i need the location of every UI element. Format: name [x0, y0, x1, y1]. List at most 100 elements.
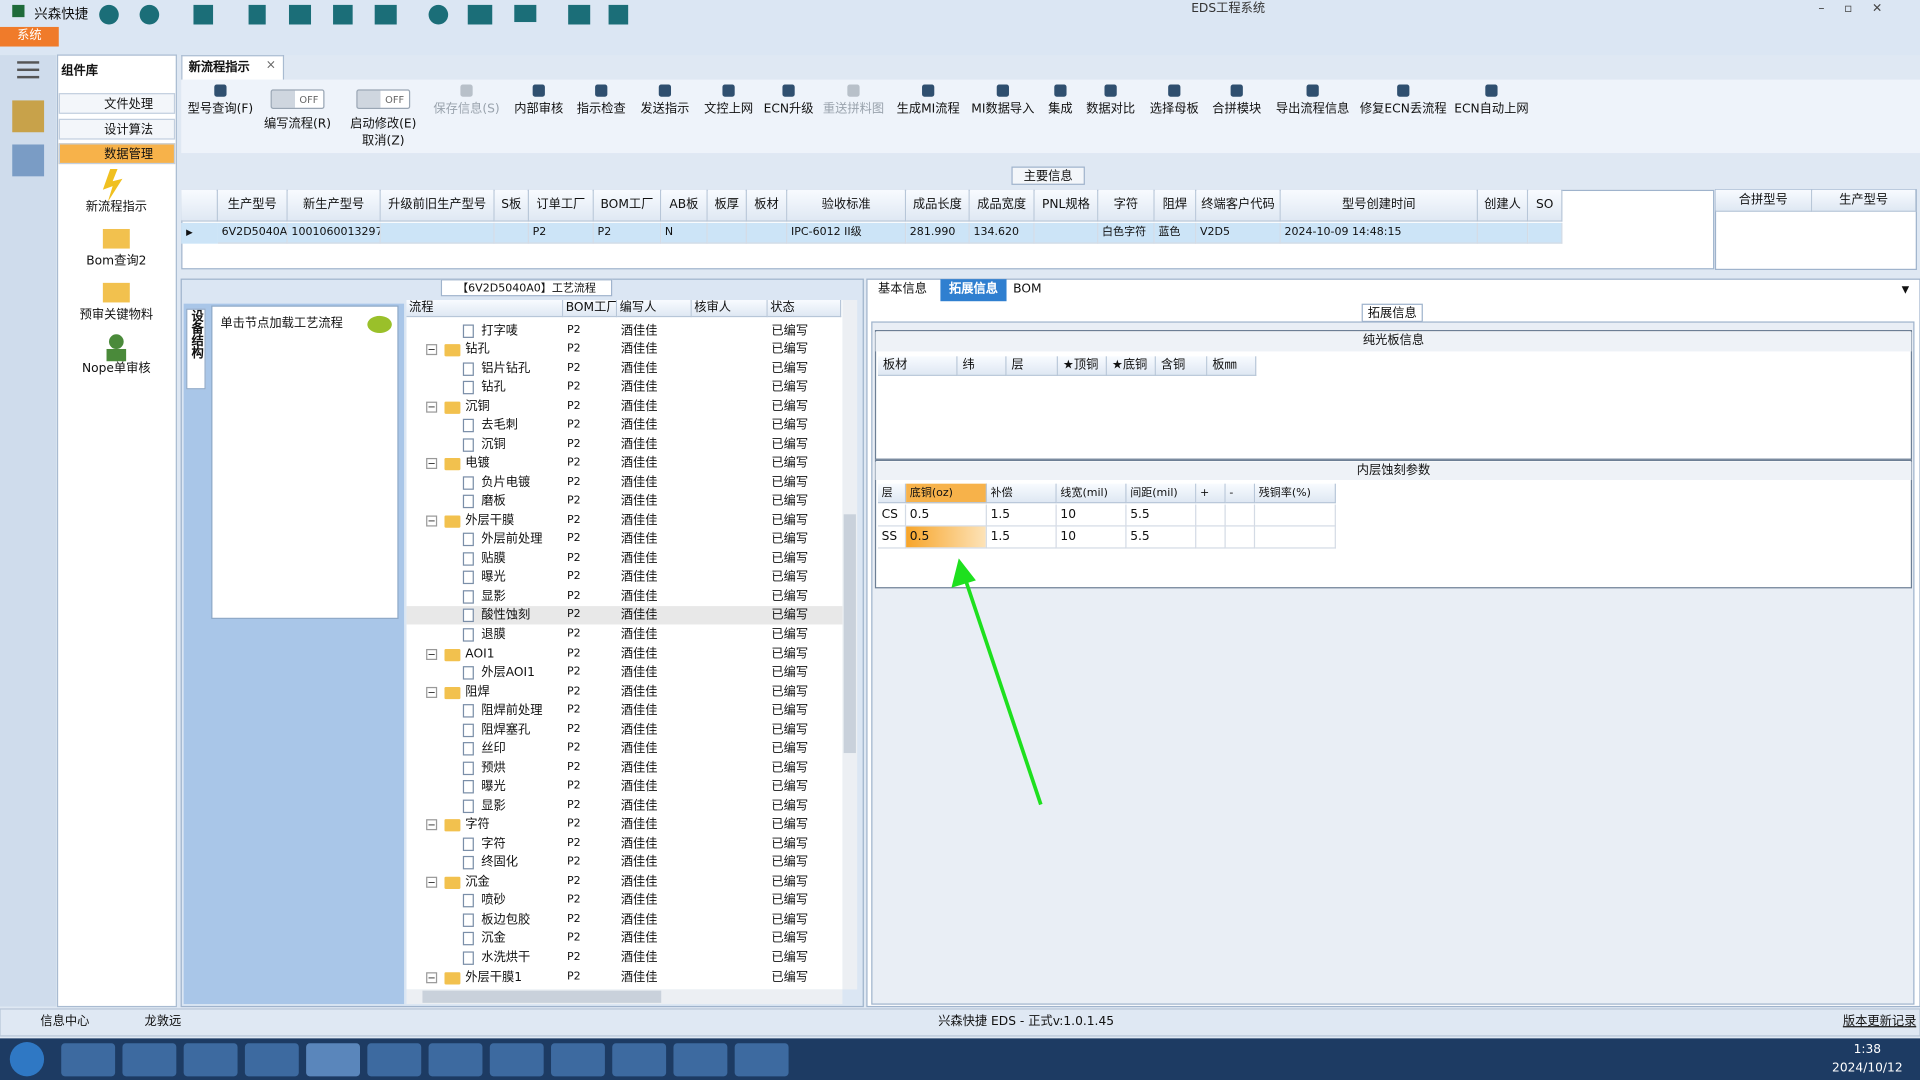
toolbar-button[interactable]: 内部审核 [514, 102, 564, 117]
tree-label[interactable]: 显影 [481, 590, 506, 604]
toggle[interactable]: OFF [270, 89, 325, 109]
tree-label[interactable]: 铝片钻孔 [481, 361, 531, 376]
tree-label[interactable]: 丝印 [481, 742, 506, 756]
toolbar-button[interactable]: 启动修改(E) [350, 117, 417, 132]
toggle[interactable]: OFF [356, 89, 411, 109]
tree-toggle[interactable]: − [426, 458, 438, 470]
column-header: 编写人 [617, 300, 692, 318]
tree-label[interactable]: 外层干膜1 [465, 970, 523, 984]
tree-label[interactable]: 打字唛 [481, 323, 518, 338]
tree-label[interactable]: 字符 [465, 818, 490, 832]
tree-label[interactable]: 阻焊 [465, 685, 490, 699]
column-header: 核审人 [691, 300, 768, 318]
column-header: 合拼型号 [1715, 189, 1813, 212]
tree-label[interactable]: 酸性蚀刻 [481, 609, 531, 623]
tree-label[interactable]: 终固化 [481, 856, 518, 870]
tree-label[interactable]: 退膜 [481, 628, 506, 642]
tree-label[interactable]: 外层AOI1 [481, 666, 535, 680]
tree-label[interactable]: 板边包胶 [481, 913, 531, 927]
status-link[interactable]: 版本更新记录 [1842, 1015, 1917, 1029]
toolbar-button[interactable]: 合拼模块 [1212, 102, 1262, 117]
tree-label[interactable]: 钻孔 [465, 342, 490, 357]
toolbar-button[interactable]: ECN升级 [763, 102, 814, 117]
sidebar-icon-label[interactable]: Nope单审核 [81, 362, 151, 376]
toolbar-button[interactable]: 选择母板 [1149, 102, 1199, 117]
detail-tab[interactable]: BOM [1013, 282, 1042, 297]
tree-label[interactable]: 预烘 [481, 761, 506, 775]
tree-label[interactable]: 沉铜 [465, 399, 490, 414]
tree-toggle[interactable]: − [426, 971, 438, 983]
folder-icon [444, 458, 461, 471]
tree-label[interactable]: 负片电镀 [481, 476, 531, 490]
sidebar-menu-item[interactable]: 文件处理 [58, 93, 176, 114]
cell: 已编写 [771, 361, 809, 376]
tree-toggle[interactable]: − [426, 876, 438, 888]
cell: 酒佳佳 [620, 323, 658, 338]
tree-label[interactable]: 阻焊塞孔 [481, 723, 531, 737]
toolbar-button[interactable]: 发送指示 [640, 102, 690, 117]
tree-label[interactable]: 钻孔 [481, 380, 506, 395]
status-version: 兴森快捷 EDS - 正式v:1.0.1.45 [938, 1015, 1115, 1029]
sidebar-icon-label[interactable]: 预审关键物料 [79, 308, 154, 323]
toolbar-button[interactable]: 修复ECN丢流程 [1359, 102, 1447, 117]
toolbar-button[interactable]: 取消(Z) [362, 134, 405, 149]
tab[interactable]: 新流程指示 [181, 55, 285, 80]
folder-icon [444, 686, 461, 699]
tree-label[interactable]: 曝光 [481, 780, 506, 794]
tree-label[interactable]: 外层前处理 [481, 533, 543, 547]
toolbar-button[interactable]: 指示检查 [576, 102, 626, 117]
cell: P2 [566, 342, 581, 356]
tree-label[interactable]: 阻焊前处理 [481, 704, 543, 718]
group-title: 拓展信息 [1361, 303, 1423, 323]
cell [1225, 504, 1256, 527]
sidebar-icon-label[interactable]: Bom查询2 [86, 254, 147, 269]
tree-label[interactable]: 外层干膜 [465, 514, 515, 528]
tab-menu[interactable]: ▼ [1901, 284, 1910, 296]
toolbar-button[interactable]: 文控上网 [704, 102, 754, 117]
toolbar-button[interactable]: 重送拼料图 [822, 102, 885, 117]
sidebar-icon-label[interactable]: 新流程指示 [85, 200, 147, 215]
tree-label[interactable]: 贴膜 [481, 552, 506, 566]
toolbar-button[interactable]: ECN自动上网 [1454, 102, 1529, 117]
tree-toggle[interactable]: − [426, 648, 438, 660]
tree-label[interactable]: 沉金 [481, 932, 506, 946]
tree-label[interactable]: 水洗烘干 [481, 951, 531, 965]
toolbar-button[interactable]: 生成MI流程 [896, 102, 960, 117]
detail-tab[interactable]: 基本信息 [877, 282, 927, 297]
toolbar-button[interactable]: MI数据导入 [971, 102, 1035, 117]
toolbar-button[interactable]: 集成 [1048, 102, 1073, 117]
tree-label[interactable]: 显影 [481, 799, 506, 813]
hint[interactable]: 单击节点加载工艺流程 [220, 317, 343, 331]
tree-label[interactable]: 喷砂 [481, 894, 506, 908]
toolbar-button[interactable]: 型号查询(F) [187, 102, 254, 117]
tree-toggle[interactable]: − [426, 819, 438, 831]
tree-toggle[interactable]: − [426, 686, 438, 698]
toolbar-button[interactable]: 数据对比 [1086, 102, 1136, 117]
tab-close[interactable]: × [265, 58, 276, 73]
cell: 酒佳佳 [620, 799, 658, 813]
sidebar-menu-item[interactable]: 设计算法 [58, 118, 176, 139]
cell: P2 [566, 932, 581, 945]
status-item[interactable]: 信息中心 [40, 1015, 90, 1029]
toolbar-button[interactable]: 保存信息(S) [433, 102, 500, 117]
tree-label[interactable]: 去毛刺 [481, 418, 518, 433]
tree-toggle[interactable]: − [426, 515, 438, 527]
tree-label[interactable]: 曝光 [481, 571, 506, 585]
tree-label[interactable]: 电镀 [465, 456, 490, 471]
toolbar-button[interactable]: 导出流程信息 [1275, 102, 1350, 117]
sidebar-menu-item[interactable]: 数据管理 [58, 143, 176, 165]
page-icon [462, 837, 474, 851]
tree-label[interactable]: AOI1 [465, 647, 495, 661]
tree-label[interactable]: 字符 [481, 837, 506, 851]
tree-toggle[interactable]: − [426, 401, 438, 413]
tree-label[interactable]: 沉铜 [481, 437, 506, 452]
side-tab[interactable]: 设备结构 [186, 308, 206, 390]
toolbar-button[interactable]: 编写流程(R) [264, 117, 332, 132]
cell: P2 [566, 647, 581, 660]
detail-tab[interactable]: 拓展信息 [940, 279, 1007, 302]
tree-label[interactable]: 沉金 [465, 875, 490, 889]
system-tab[interactable]: 系统 [0, 26, 59, 47]
tree-toggle[interactable]: − [426, 344, 438, 356]
tree-label[interactable]: 磨板 [481, 495, 506, 509]
